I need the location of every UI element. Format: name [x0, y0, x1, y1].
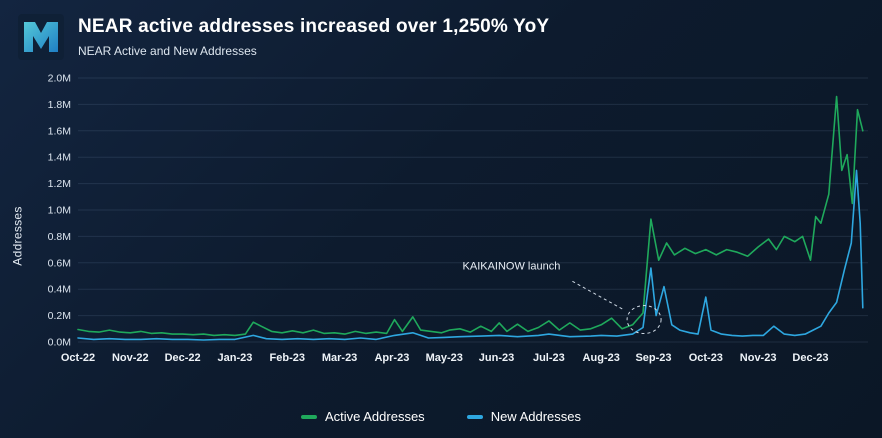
legend-item-active-addresses[interactable]: Active Addresses: [300, 409, 425, 424]
svg-text:0.2M: 0.2M: [48, 310, 71, 322]
svg-text:Jul-23: Jul-23: [533, 352, 565, 364]
brand-m-logo-icon: [18, 14, 64, 60]
svg-text:0.8M: 0.8M: [48, 231, 71, 243]
legend-label: Active Addresses: [324, 409, 425, 424]
svg-text:Apr-23: Apr-23: [374, 352, 409, 364]
legend-item-new-addresses[interactable]: New Addresses: [466, 409, 582, 424]
svg-text:Dec-23: Dec-23: [792, 352, 828, 364]
svg-text:Aug-23: Aug-23: [583, 352, 620, 364]
svg-text:Dec-22: Dec-22: [165, 352, 201, 364]
svg-text:2.0M: 2.0M: [48, 73, 71, 85]
svg-text:1.2M: 1.2M: [48, 178, 71, 190]
chart-header: NEAR active addresses increased over 1,2…: [0, 0, 882, 64]
svg-text:1.6M: 1.6M: [48, 125, 71, 137]
page-title: NEAR active addresses increased over 1,2…: [78, 16, 550, 37]
svg-text:Jan-23: Jan-23: [218, 352, 253, 364]
active-addresses-swatch-icon: [300, 414, 317, 419]
svg-text:Oct-23: Oct-23: [689, 352, 723, 364]
title-block: NEAR active addresses increased over 1,2…: [78, 14, 549, 58]
svg-text:1.0M: 1.0M: [48, 205, 71, 217]
chart-area: 0.0M 0.2M 0.4M 0.6M 0.8M 1.0M 1.2M 1.4M 1.6M 1.8M…: [30, 68, 878, 403]
svg-text:1.4M: 1.4M: [48, 152, 71, 164]
svg-text:Mar-23: Mar-23: [322, 352, 357, 364]
legend-label: New Addresses: [490, 409, 582, 424]
svg-text:0.6M: 0.6M: [48, 257, 71, 269]
chart-legend: Active Addresses New Addresses: [0, 403, 882, 438]
chart-svg: 0.0M 0.2M 0.4M 0.6M 0.8M 1.0M 1.2M 1.4M 1.6M 1.8M…: [48, 73, 868, 364]
svg-text:0.0M: 0.0M: [48, 337, 71, 349]
svg-text:0.4M: 0.4M: [48, 284, 71, 296]
chart-region: Addresses 0.0M 0.2M 0.4M 0.6M 0.8M 1.0M 1.2M 1.…: [0, 64, 882, 403]
svg-text:Sep-23: Sep-23: [635, 352, 671, 364]
svg-text:Feb-23: Feb-23: [270, 352, 305, 364]
svg-text:Nov-23: Nov-23: [740, 352, 777, 364]
svg-text:Jun-23: Jun-23: [479, 352, 514, 364]
svg-text:1.8M: 1.8M: [48, 99, 71, 111]
y-axis-label-column: Addresses: [6, 68, 30, 403]
new-addresses-swatch-icon: [466, 414, 483, 419]
svg-text:KAIKAINOW launch: KAIKAINOW launch: [463, 260, 561, 272]
svg-text:Oct-22: Oct-22: [61, 352, 95, 364]
chart-subtitle: NEAR Active and New Addresses: [78, 44, 257, 58]
y-axis-label: Addresses: [11, 205, 25, 266]
svg-text:Nov-22: Nov-22: [112, 352, 149, 364]
svg-text:May-23: May-23: [426, 352, 463, 364]
